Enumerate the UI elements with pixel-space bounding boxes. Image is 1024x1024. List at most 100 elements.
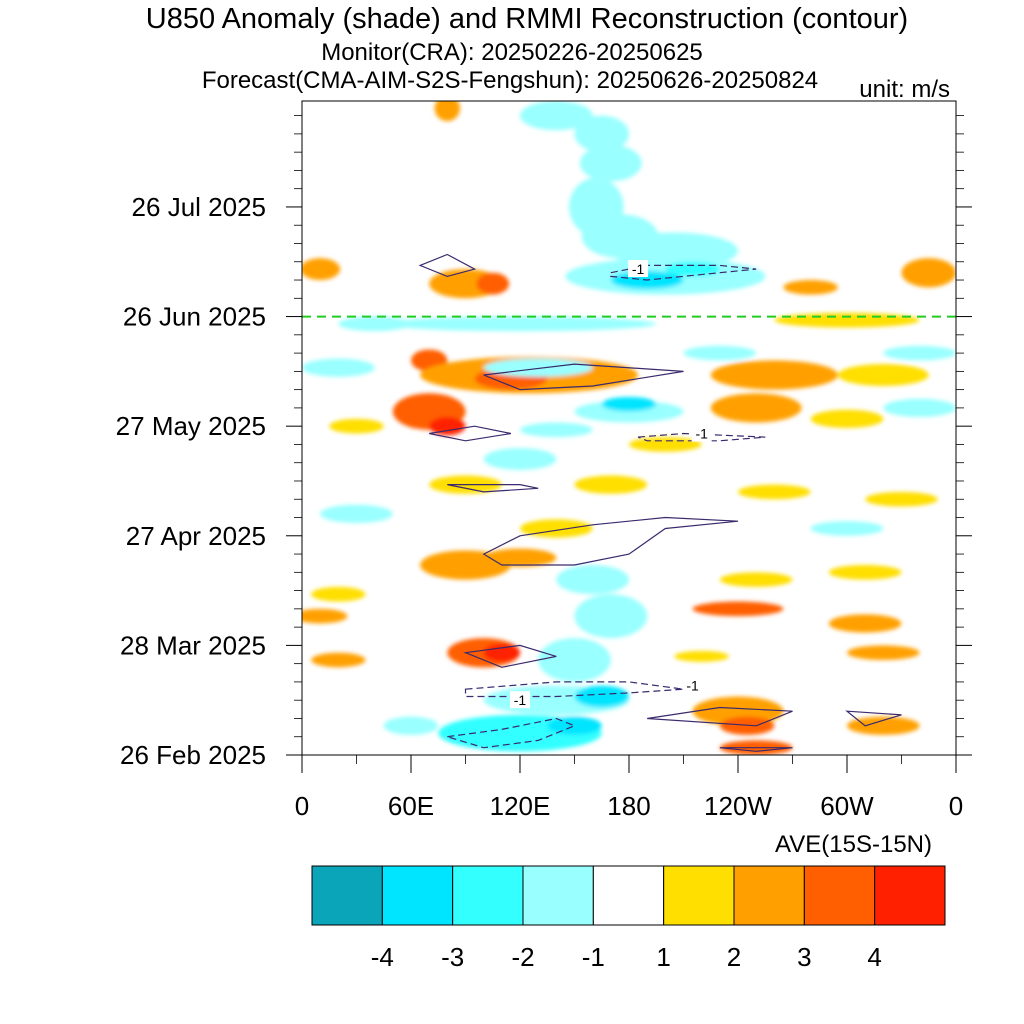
anomaly-patch [692,601,784,617]
rmmi-contour-line [647,706,793,727]
anomaly-patch [302,608,348,624]
rmmi-contour-line [464,681,684,698]
rmmi-contour-line [610,264,757,281]
anomaly-patch [483,448,557,471]
anomaly-patch [311,586,366,602]
colorbar-label: -4 [371,942,394,972]
x-tick-label: 180 [607,791,650,821]
anomaly-patch [901,258,956,288]
colorbar-swatch [452,865,524,926]
rmmi-contour-line [418,253,477,278]
colorbar-swatch [874,865,946,926]
anomaly-patch [865,491,938,507]
anomaly-patch [574,475,648,494]
anomaly-patch [483,643,520,662]
y-tick-label: 28 Mar 2025 [120,630,266,660]
contour-label: -1 [695,425,708,441]
anomaly-patch [719,572,793,587]
anomaly-patch [710,360,838,390]
contour-label-box [628,260,649,278]
rmmi-contour-line [447,717,577,749]
anomaly-patch [847,645,920,661]
anomaly-patch [574,685,629,708]
average-label: AVE(15S-15N) [775,831,932,858]
colorbar-swatch [311,865,383,926]
anomaly-patch [483,358,593,377]
y-tick-label: 26 Jun 2025 [123,302,266,332]
anomaly-patch [520,422,593,438]
colorbar-label: -1 [582,942,605,972]
anomaly-patch [738,484,811,500]
anomaly-patch [574,115,629,153]
y-tick-label: 26 Feb 2025 [120,740,266,770]
anomaly-patch [810,521,884,536]
y-tick-label: 27 May 2025 [116,411,266,441]
rmmi-contours: -1 -1 -1 -1 [418,253,902,752]
contour-label: -1 [686,678,699,694]
colorbar-swatch [803,865,876,926]
chart-subtitle-monitor: Monitor(CRA): 20250226-20250625 [321,39,703,66]
rmmi-contour-line [463,644,557,668]
colorbar-label: 2 [727,942,741,972]
colorbar-label: -3 [441,942,464,972]
anomaly-patch [302,358,375,377]
x-tick-label: 120E [490,791,551,821]
anomaly-patch [783,280,838,295]
x-tick-label: 0 [949,791,963,821]
anomaly-patch [320,504,393,523]
y-tick-label: 27 Apr 2025 [126,521,266,551]
chart-subtitle-forecast: Forecast(CMA-AIM-S2S-Fengshun): 20250626… [202,67,818,94]
chart-title: U850 Anomaly (shade) and RMMI Reconstruc… [146,3,908,35]
contour-label-box [510,691,530,709]
anomaly-patch [434,101,461,122]
colorbar-label: 1 [656,942,670,972]
anomaly-shading [302,101,956,755]
colorbar-swatch [733,865,805,926]
units-label: unit: m/s [859,76,950,103]
chart-axes: 26 Feb 2025 28 Mar 2025 27 Apr 2025 27 May … [116,115,972,821]
colorbar-swatch [522,865,594,926]
contour-label-box [682,676,703,694]
anomaly-patch [302,258,341,281]
rmmi-contour-line [483,363,684,391]
colorbar: -4 -3 -2 -1 1 2 3 4 [311,865,946,972]
contour-label: -1 [632,261,645,277]
x-tick-label: 60E [388,791,434,821]
anomaly-patch [665,261,720,277]
anomaly-patch [574,594,648,639]
rmmi-contour-line [482,516,739,566]
y-tick-label: 26 Jul 2025 [132,192,266,222]
anomaly-patch [883,398,956,418]
colorbar-label: -2 [511,942,534,972]
rmmi-contour-line [845,710,902,727]
x-tick-label: 0 [295,791,309,821]
anomaly-patch [774,312,920,328]
anomaly-patch [311,652,366,668]
anomaly-patch [629,437,702,452]
colorbar-swatch [663,865,735,926]
rmmi-contour-line [719,747,793,752]
anomaly-patch [810,409,884,429]
x-tick-label: 120W [704,791,772,821]
anomaly-patch [383,316,657,332]
anomaly-patch [828,614,902,633]
anomaly-patch [674,650,729,662]
anomaly-patch [683,345,757,361]
anomaly-patch [837,364,929,386]
rmmi-contour-line [637,432,766,442]
anomaly-patch [883,345,956,361]
anomaly-patch [601,396,657,412]
anomaly-patch [556,565,630,595]
anomaly-patch [547,716,602,735]
anomaly-patch [828,565,902,580]
rmmi-contour-line [429,425,512,442]
x-tick-label: 60W [820,791,874,821]
anomaly-patch [329,418,384,434]
anomaly-patch [483,548,557,567]
anomaly-patch [338,316,411,332]
colorbar-label: 4 [867,942,881,972]
anomaly-patch [383,716,439,735]
anomaly-patch [579,144,642,182]
rmmi-contour-line [447,484,539,493]
